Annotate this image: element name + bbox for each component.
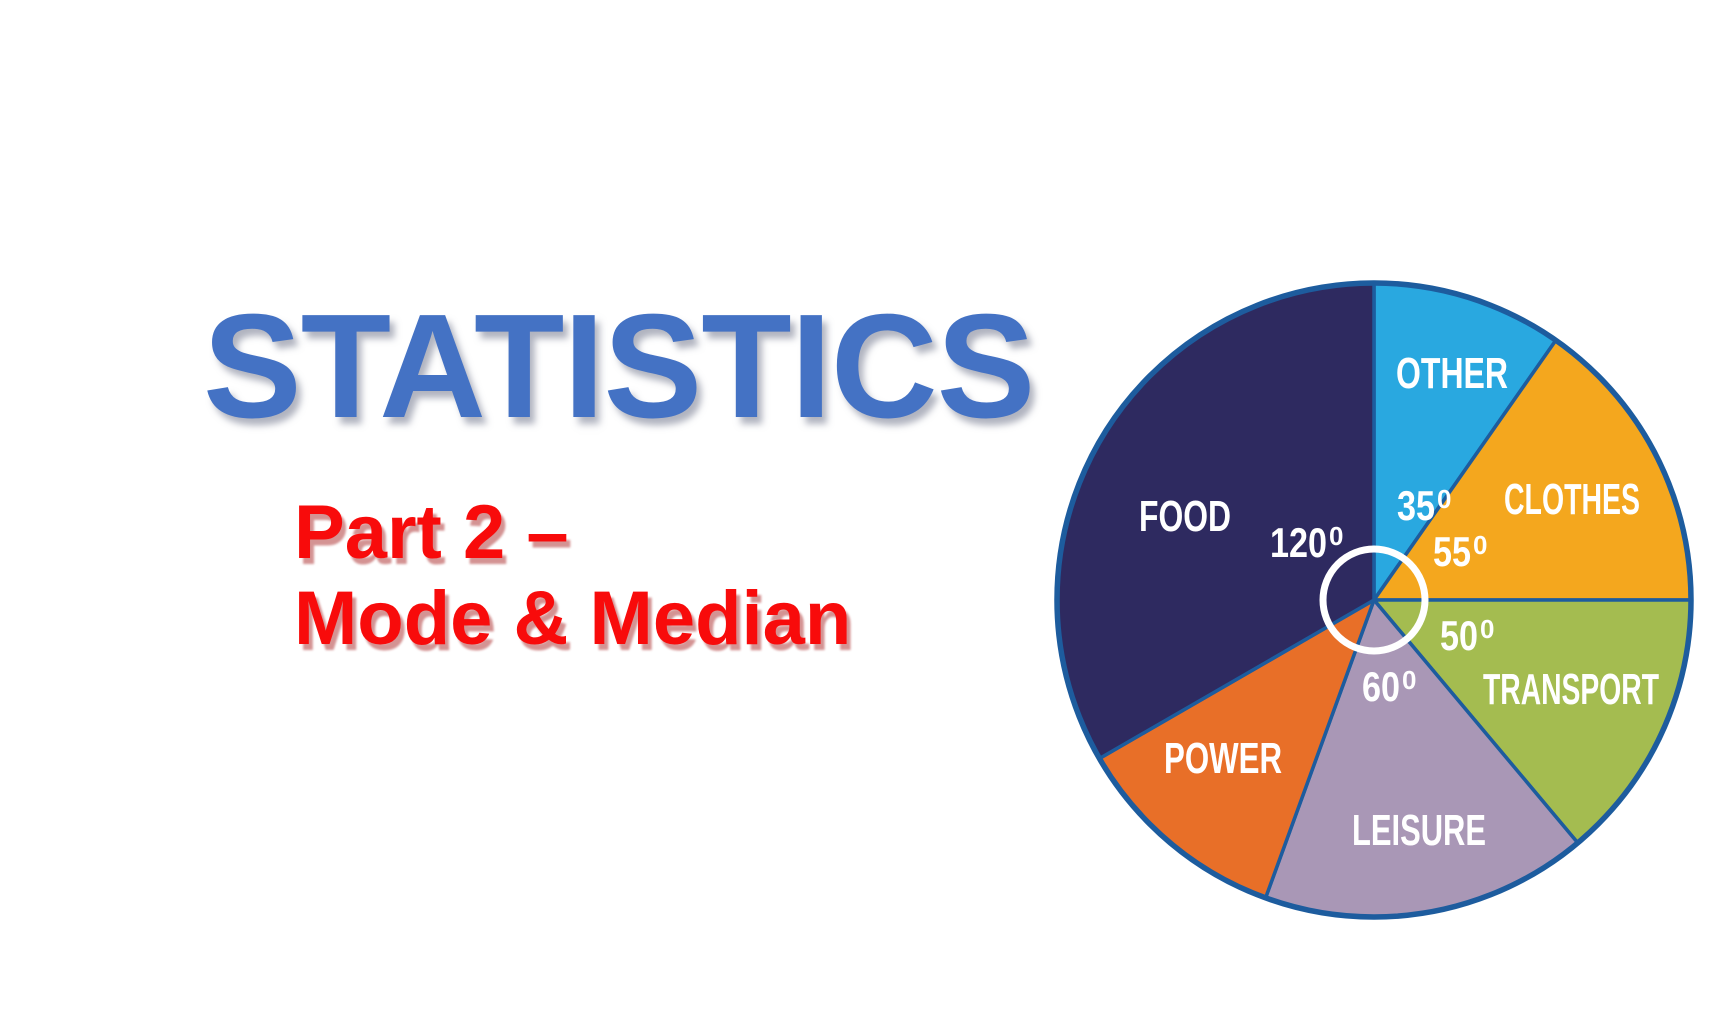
segment-angle-leisure: 60 (1362, 663, 1400, 710)
subtitle-line-2: Mode & Median (294, 576, 852, 661)
segment-angle-food: 120 (1270, 519, 1327, 566)
segment-label-other: OTHER (1396, 349, 1508, 398)
segment-angle-degree-sup-leisure: 0 (1402, 665, 1416, 695)
segment-angle-transport: 50 (1440, 612, 1478, 659)
subtitle: Part 2 – Mode & Median (294, 490, 851, 662)
subtitle-line-1: Part 2 – (294, 490, 569, 575)
pie-outline (1054, 280, 1694, 920)
page-title: STATISTICS (203, 284, 1035, 449)
segment-angle-degree-sup-transport: 0 (1480, 614, 1494, 644)
segment-label-food: FOOD (1139, 492, 1231, 541)
pie-chart: OTHER 35 0 CLOTHES 55 0 TRANSPORT 50 0 LEISURE 60 0… (1044, 270, 1704, 930)
segment-angle-degree-sup-other: 0 (1437, 484, 1451, 514)
segment-label-clothes: CLOTHES (1504, 475, 1640, 524)
segment-label-transport: TRANSPORT (1483, 665, 1659, 714)
segment-angle-degree-sup-food: 0 (1329, 521, 1343, 551)
segment-angle-other: 35 (1397, 482, 1435, 529)
segment-label-power: POWER (1164, 734, 1282, 783)
segment-angle-clothes: 55 (1433, 528, 1471, 575)
center-ring (1319, 545, 1429, 655)
segment-label-leisure: LEISURE (1352, 806, 1486, 855)
segment-angle-degree-sup-clothes: 0 (1473, 530, 1487, 560)
